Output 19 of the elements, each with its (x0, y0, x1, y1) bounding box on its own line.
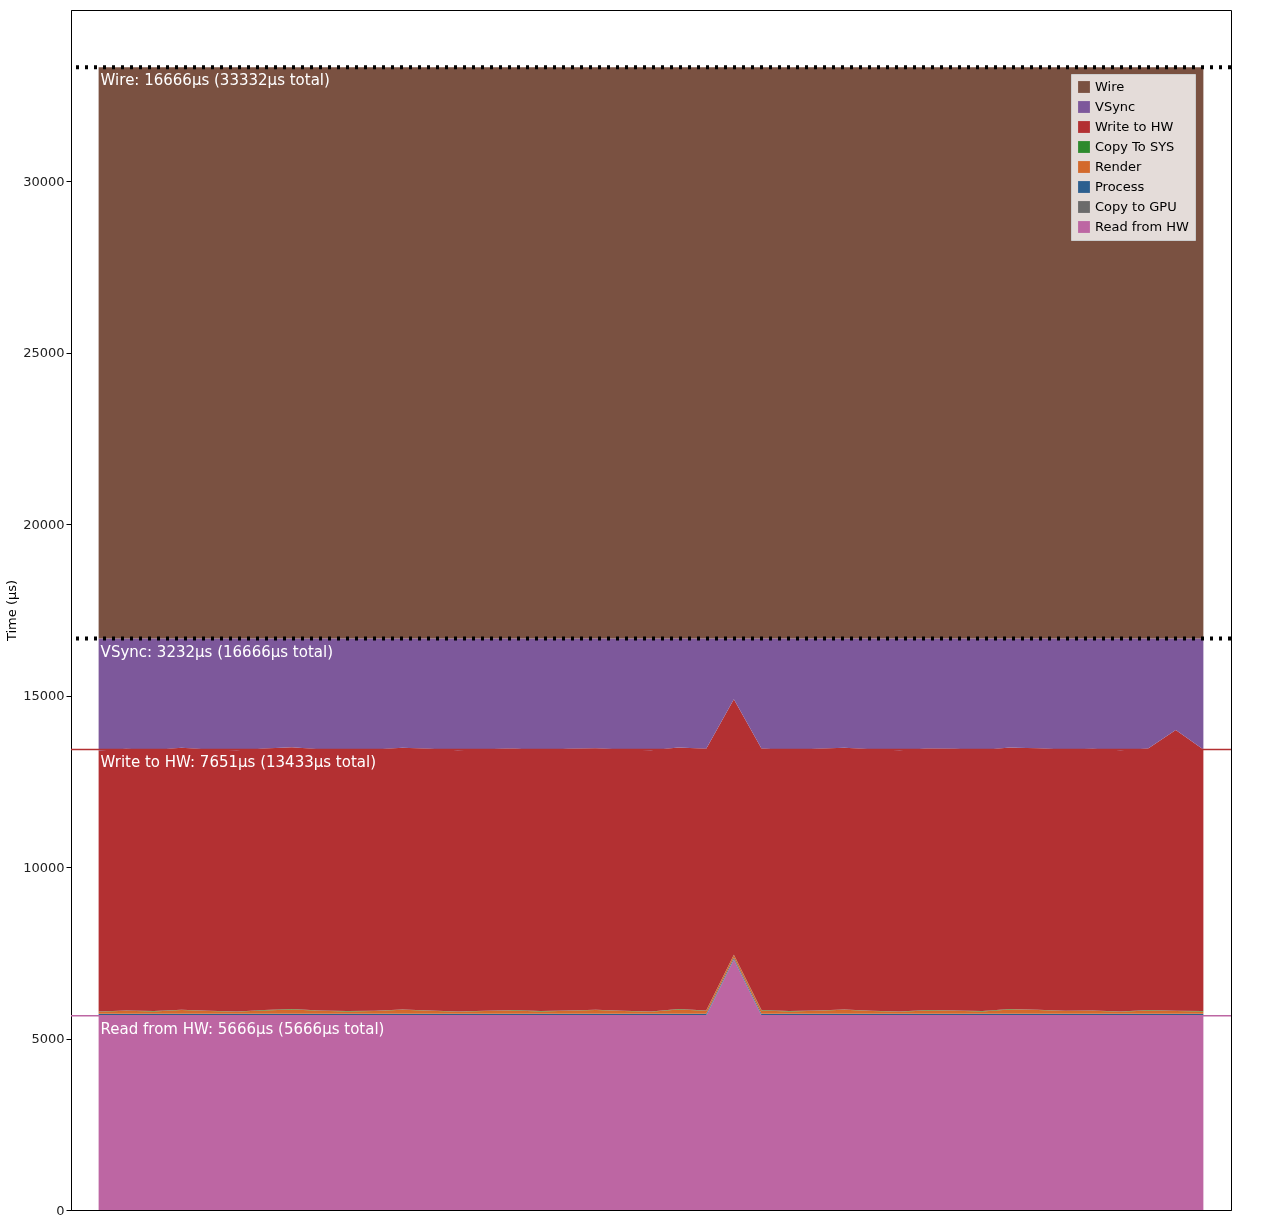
y-tick-label: 5000 (31, 1031, 65, 1047)
legend-label: Copy To SYS (1095, 139, 1175, 154)
legend-label: Wire (1095, 79, 1125, 94)
legend-label: VSync (1095, 99, 1136, 114)
y-tick-label: 15000 (23, 688, 65, 704)
y-tick-label: 25000 (23, 345, 65, 361)
y-tick-label: 30000 (23, 173, 65, 189)
legend-label: Process (1095, 179, 1145, 194)
y-axis-title: Time (µs) (4, 579, 20, 643)
ref-line-label: Read from HW: 5666µs (5666µs total) (100, 1019, 385, 1038)
ref-line-label: Wire: 16666µs (33332µs total) (100, 71, 330, 90)
y-tick-label: 0 (56, 1202, 65, 1218)
y-tick-label: 10000 (23, 859, 65, 875)
legend-label: Read from HW (1095, 219, 1189, 234)
y-tick-label: 20000 (23, 516, 65, 532)
legend-label: Write to HW (1095, 119, 1174, 134)
legend-label: Render (1095, 159, 1142, 174)
legend-label: Copy to GPU (1095, 199, 1177, 214)
ref-line-label: VSync: 3232µs (16666µs total) (100, 642, 334, 661)
